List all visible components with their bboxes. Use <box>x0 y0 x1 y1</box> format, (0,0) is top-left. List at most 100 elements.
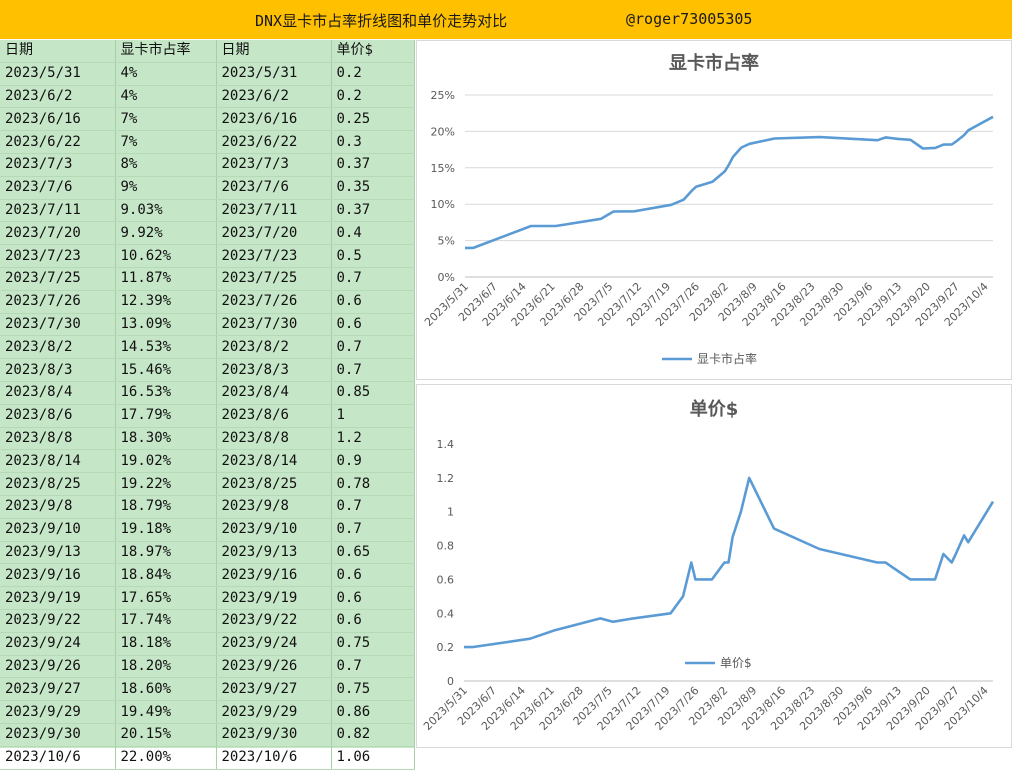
cell-date[interactable]: 2023/8/2 <box>0 335 116 360</box>
cell-date[interactable]: 2023/9/16 <box>0 563 116 588</box>
cell-date[interactable]: 2023/7/23 <box>0 244 116 268</box>
data-point[interactable] <box>746 475 752 481</box>
cell-date-2[interactable]: 2023/7/3 <box>216 153 332 177</box>
cell-date[interactable]: 2023/8/6 <box>0 404 116 428</box>
cell-date-2[interactable]: 2023/6/22 <box>216 130 332 154</box>
cell-date-2[interactable]: 2023/8/25 <box>216 472 332 496</box>
cell-date[interactable]: 2023/6/2 <box>0 85 116 109</box>
cell-price[interactable]: 0.4 <box>331 221 415 246</box>
cell-date[interactable]: 2023/9/19 <box>0 586 116 610</box>
data-point[interactable] <box>817 134 823 140</box>
data-point[interactable] <box>681 197 687 203</box>
data-point[interactable] <box>941 142 947 148</box>
cell-date[interactable]: 2023/10/6 <box>0 746 116 770</box>
cell-share[interactable]: 7% <box>115 107 217 132</box>
cell-date-2[interactable]: 2023/9/30 <box>216 723 332 747</box>
data-point[interactable] <box>726 560 732 566</box>
cell-date[interactable]: 2023/7/26 <box>0 290 116 314</box>
cell-date[interactable]: 2023/9/8 <box>0 495 116 519</box>
data-point[interactable] <box>895 136 901 142</box>
data-point[interactable] <box>668 202 674 208</box>
cell-date-2[interactable]: 2023/8/14 <box>216 449 332 474</box>
header-share[interactable]: 显卡市占率 <box>115 40 217 63</box>
cell-date-2[interactable]: 2023/7/11 <box>216 199 332 223</box>
header-price[interactable]: 单价$ <box>331 40 415 63</box>
price-chart[interactable]: 单价$ 0 0.2 0.4 0.6 0.8 1 1.2 1.4 2023/5/31 2023/6/7… <box>416 384 1012 748</box>
cell-date-2[interactable]: 2023/9/13 <box>216 541 332 565</box>
cell-date-2[interactable]: 2023/9/22 <box>216 609 332 633</box>
data-point[interactable] <box>771 136 777 142</box>
data-point[interactable] <box>611 208 617 214</box>
cell-price[interactable]: 1.06 <box>331 746 415 770</box>
data-point[interactable] <box>552 627 558 633</box>
cell-date[interactable]: 2023/9/24 <box>0 632 116 656</box>
cell-date[interactable]: 2023/7/20 <box>0 221 116 246</box>
cell-share[interactable]: 14.53% <box>115 335 217 360</box>
data-point[interactable] <box>610 619 616 625</box>
cell-price[interactable]: 0.75 <box>331 677 415 702</box>
cell-date-2[interactable]: 2023/7/20 <box>216 221 332 246</box>
cell-share[interactable]: 9% <box>115 176 217 200</box>
data-point[interactable] <box>461 644 467 650</box>
cell-share[interactable]: 18.79% <box>115 495 217 519</box>
data-point[interactable] <box>693 184 699 190</box>
cell-date-2[interactable]: 2023/8/3 <box>216 358 332 382</box>
cell-date-2[interactable]: 2023/6/2 <box>216 85 332 109</box>
cell-date-2[interactable]: 2023/9/27 <box>216 677 332 702</box>
cell-date[interactable]: 2023/7/11 <box>0 199 116 223</box>
data-point[interactable] <box>738 509 744 515</box>
cell-price[interactable]: 0.75 <box>331 632 415 656</box>
data-point[interactable] <box>469 644 475 650</box>
data-point[interactable] <box>630 615 636 621</box>
cell-price[interactable]: 0.7 <box>331 655 415 679</box>
cell-share[interactable]: 11.87% <box>115 267 217 291</box>
cell-date[interactable]: 2023/9/22 <box>0 609 116 633</box>
cell-date-2[interactable]: 2023/8/8 <box>216 427 332 451</box>
data-point[interactable] <box>961 532 967 538</box>
header-date-1[interactable]: 日期 <box>0 40 116 63</box>
cell-date[interactable]: 2023/7/25 <box>0 267 116 291</box>
data-point[interactable] <box>528 223 534 229</box>
data-point[interactable] <box>709 576 715 582</box>
cell-share[interactable]: 20.15% <box>115 723 217 747</box>
cell-share[interactable]: 4% <box>115 85 217 109</box>
cell-share[interactable]: 19.22% <box>115 472 217 496</box>
data-point[interactable] <box>874 560 880 566</box>
data-point[interactable] <box>527 636 533 642</box>
cell-date[interactable]: 2023/8/8 <box>0 427 116 451</box>
cell-price[interactable]: 0.37 <box>331 199 415 223</box>
cell-price[interactable]: 0.86 <box>331 700 415 724</box>
cell-date-2[interactable]: 2023/8/6 <box>216 404 332 428</box>
cell-price[interactable]: 1.2 <box>331 427 415 451</box>
cell-share[interactable]: 19.02% <box>115 449 217 474</box>
cell-share[interactable]: 19.49% <box>115 700 217 724</box>
cell-share[interactable]: 10.62% <box>115 244 217 268</box>
cell-price[interactable]: 0.85 <box>331 381 415 405</box>
cell-date-2[interactable]: 2023/9/26 <box>216 655 332 679</box>
series-line[interactable] <box>464 476 995 649</box>
cell-price[interactable]: 1 <box>331 404 415 428</box>
data-point[interactable] <box>730 154 736 160</box>
cell-share[interactable]: 18.20% <box>115 655 217 679</box>
cell-date-2[interactable]: 2023/7/26 <box>216 290 332 314</box>
cell-share[interactable]: 8% <box>115 153 217 177</box>
data-point[interactable] <box>631 208 637 214</box>
data-point[interactable] <box>961 132 967 138</box>
cell-date-2[interactable]: 2023/9/10 <box>216 518 332 542</box>
data-point[interactable] <box>597 615 603 621</box>
cell-date[interactable]: 2023/5/31 <box>0 62 116 86</box>
cell-share[interactable]: 18.30% <box>115 427 217 451</box>
data-point[interactable] <box>883 134 889 140</box>
data-point[interactable] <box>907 576 913 582</box>
cell-date[interactable]: 2023/8/4 <box>0 381 116 405</box>
cell-share[interactable]: 16.53% <box>115 381 217 405</box>
cell-price[interactable]: 0.2 <box>331 62 415 86</box>
data-point[interactable] <box>883 560 889 566</box>
data-point[interactable] <box>920 576 926 582</box>
cell-share[interactable]: 12.39% <box>115 290 217 314</box>
cell-price[interactable]: 0.7 <box>331 495 415 519</box>
cell-share[interactable]: 17.65% <box>115 586 217 610</box>
cell-share[interactable]: 18.84% <box>115 563 217 588</box>
cell-price[interactable]: 0.6 <box>331 313 415 337</box>
cell-price[interactable]: 0.2 <box>331 85 415 109</box>
